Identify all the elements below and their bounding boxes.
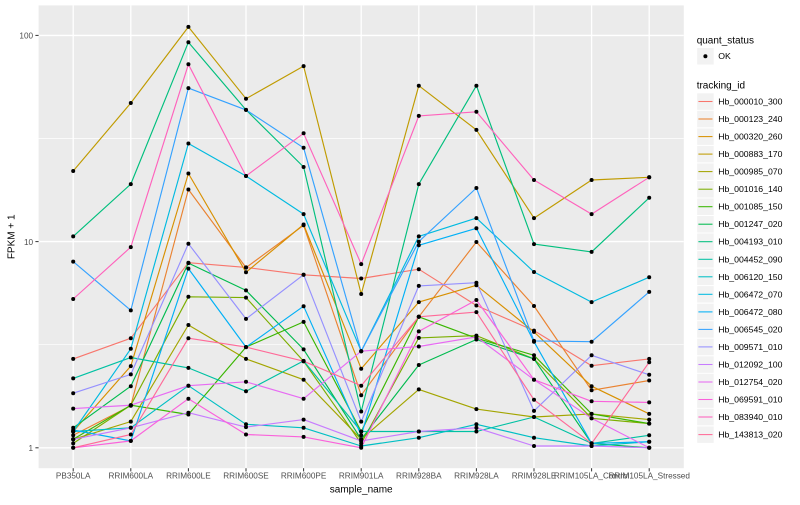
svg-text:Hb_069591_010: Hb_069591_010 [718,395,782,405]
svg-text:Hb_012092_100: Hb_012092_100 [718,360,782,370]
svg-text:RRIM600SE: RRIM600SE [223,472,269,481]
svg-text:Hb_001247_020: Hb_001247_020 [718,219,782,229]
svg-text:RRIM928BA: RRIM928BA [396,472,442,481]
svg-text:RRIM600LA: RRIM600LA [108,472,153,481]
svg-text:sample_name: sample_name [330,485,393,496]
svg-text:RRIM105LA_Stressed: RRIM105LA_Stressed [608,472,690,481]
svg-text:RRIM105LA_Control: RRIM105LA_Control [554,472,630,481]
svg-text:FPKM + 1: FPKM + 1 [7,214,18,259]
svg-text:Hb_001085_150: Hb_001085_150 [718,202,782,212]
svg-text:OK: OK [718,51,731,61]
svg-text:Hb_009571_010: Hb_009571_010 [718,342,782,352]
svg-text:10: 10 [24,238,34,247]
svg-text:RRIM600LE: RRIM600LE [166,472,211,481]
svg-text:Hb_000883_170: Hb_000883_170 [718,149,782,159]
svg-text:Hb_004193_010: Hb_004193_010 [718,237,782,247]
svg-text:100: 100 [19,32,33,41]
svg-text:tracking_id: tracking_id [697,80,745,91]
svg-text:Hb_004452_090: Hb_004452_090 [718,254,782,264]
svg-text:Hb_143813_020: Hb_143813_020 [718,430,782,440]
svg-text:Hb_006472_070: Hb_006472_070 [718,289,782,299]
svg-text:Hb_000985_070: Hb_000985_070 [718,167,782,177]
svg-text:Hb_000123_240: Hb_000123_240 [718,114,782,124]
svg-text:Hb_000320_260: Hb_000320_260 [718,132,782,142]
svg-text:Hb_001016_140: Hb_001016_140 [718,184,782,194]
svg-text:1: 1 [29,444,34,453]
svg-text:Hb_006120_150: Hb_006120_150 [718,272,782,282]
svg-text:RRIM928LA: RRIM928LA [454,472,499,481]
svg-text:quant_status: quant_status [697,36,754,47]
svg-text:Hb_006545_020: Hb_006545_020 [718,324,782,334]
svg-text:RRIM901LA: RRIM901LA [339,472,384,481]
svg-text:Hb_000010_300: Hb_000010_300 [718,97,782,107]
svg-text:RRIM600PE: RRIM600PE [281,472,327,481]
svg-text:PB350LA: PB350LA [56,472,91,481]
svg-text:Hb_006472_080: Hb_006472_080 [718,307,782,317]
svg-text:Hb_083940_010: Hb_083940_010 [718,412,782,422]
svg-text:Hb_012754_020: Hb_012754_020 [718,377,782,387]
svg-text:RRIM928LE: RRIM928LE [512,472,557,481]
